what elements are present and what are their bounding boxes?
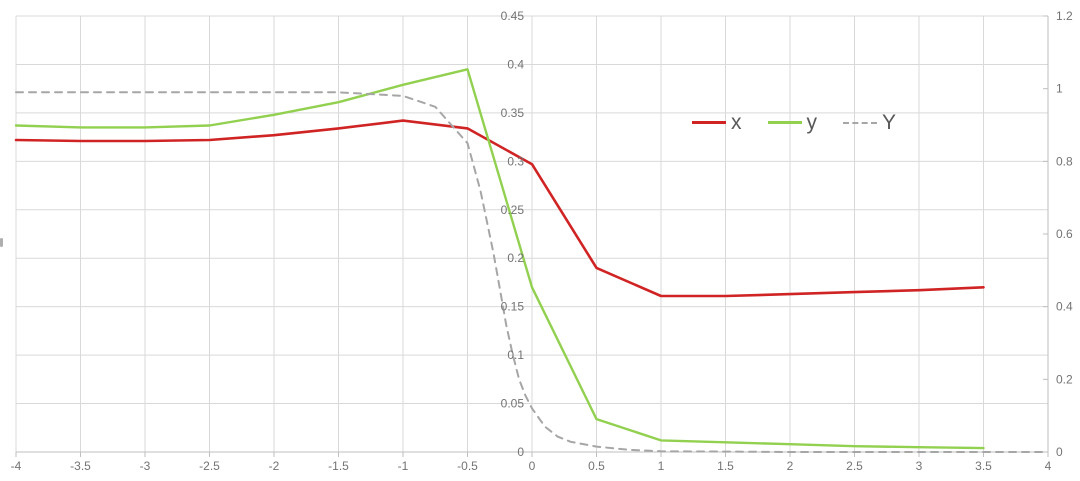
x-tick-label: 0.5: [588, 459, 605, 473]
y-left-tick-label: 0.4: [507, 57, 524, 71]
clipped-label-fragment: [0, 238, 3, 247]
x-tick-label: 3: [916, 459, 923, 473]
x-tick-label: -4: [11, 459, 22, 473]
y-left-tick-label: 0.2: [507, 251, 524, 265]
x-tick-label: 1: [658, 459, 665, 473]
series-line-y[interactable]: [14, 68, 985, 450]
axis-tick-labels: -4 -3.5 -3 -2.5 -2 -1.5 -1 -0.5 0 0.5 1 1.5 2 2.5 3 3.5…: [11, 9, 1073, 473]
x-tick-label: 4: [1045, 459, 1052, 473]
x-tick-label: -1.5: [328, 459, 349, 473]
y-right-tick-label: 0.4: [1056, 300, 1073, 314]
legend-label-Y: Y: [882, 111, 897, 134]
y-right-tick-label: 0.6: [1056, 227, 1073, 241]
y-left-tick-label: 0.25: [501, 203, 525, 217]
legend-label-x: x: [731, 111, 742, 134]
y-left-tick-label: 0.3: [507, 154, 524, 168]
x-tick-label: -1: [398, 459, 409, 473]
legend-swatch-y: [767, 121, 802, 124]
x-tick-label: -3: [140, 459, 151, 473]
legend-item-x[interactable]: x: [692, 112, 742, 133]
y-right-tick-label: 0: [1056, 445, 1063, 459]
axes: [15, 15, 1049, 457]
y-right-tick-label: 0.2: [1056, 372, 1073, 386]
x-tick-label: 2: [787, 459, 794, 473]
legend-item-y[interactable]: y: [767, 111, 818, 134]
legend-label-y: y: [806, 111, 818, 134]
legend-swatch-Y: [843, 121, 877, 124]
x-tick-label: 3.5: [975, 459, 992, 473]
y-left-tick-label: 0.1: [507, 348, 524, 362]
series-line-Y[interactable]: [15, 91, 1049, 453]
x-tick-label: -2.5: [199, 459, 220, 473]
series-line-x[interactable]: [14, 119, 985, 298]
gridlines: [15, 15, 1049, 452]
x-tick-label: 0: [529, 459, 536, 473]
y-left-tick-label: 0.05: [501, 397, 525, 411]
y-left-tick-label: 0: [517, 445, 524, 459]
y-left-tick-label: 0.35: [501, 106, 525, 120]
y-left-tick-label: 0.45: [501, 9, 525, 23]
x-tick-label: -0.5: [457, 459, 478, 473]
series-lines: [14, 68, 1049, 453]
y-right-tick-label: 0.8: [1056, 154, 1073, 168]
x-tick-label: 1.5: [717, 459, 734, 473]
y-left-tick-label: 0.15: [501, 300, 525, 314]
y-right-tick-label: 1: [1056, 82, 1063, 96]
x-tick-label: -2: [269, 459, 280, 473]
legend-item-Y[interactable]: Y: [843, 112, 896, 133]
y-right-tick-label: 1.2: [1056, 9, 1073, 23]
legend-swatch-x: [692, 121, 726, 124]
x-tick-label: 2.5: [846, 459, 863, 473]
x-tick-label: -3.5: [70, 459, 91, 473]
